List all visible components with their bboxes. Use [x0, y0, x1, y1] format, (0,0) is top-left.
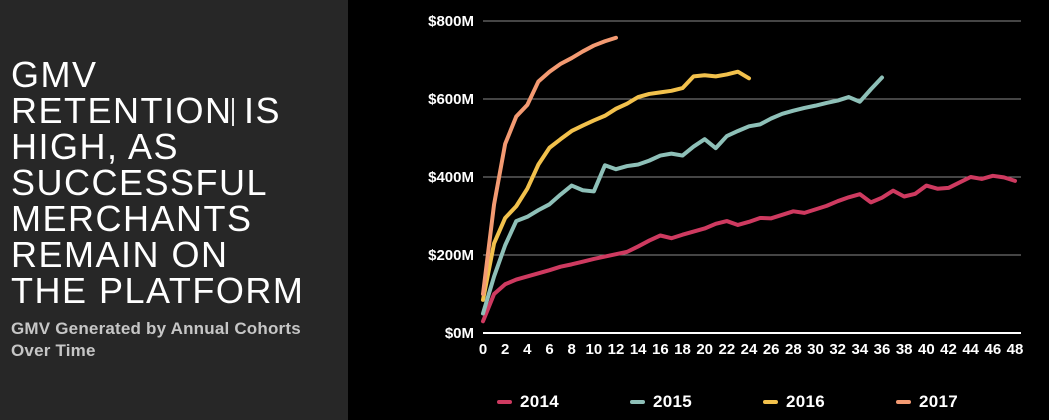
x-tick-label: 30: [807, 341, 824, 358]
legend-label: 2016: [786, 392, 826, 411]
y-tick-label: $800M: [428, 13, 474, 30]
x-tick-label: 6: [545, 341, 553, 358]
legend-item-2014: 2014: [497, 392, 630, 412]
series-line-2014: [481, 173, 1017, 324]
x-tick-label: 36: [874, 341, 891, 358]
x-tick-label: 20: [696, 341, 713, 358]
x-tick-label: 46: [984, 341, 1001, 358]
x-tick-label: 12: [608, 341, 625, 358]
x-tick-label: 4: [523, 341, 532, 358]
chart-panel: $0M $200M $400M $600M $800M 0 2 4 6 8 10 12 14 16 18 20…: [348, 0, 1049, 420]
x-tick-label: 0: [479, 341, 487, 358]
x-tick-label: 18: [674, 341, 691, 358]
series-line-2015: [481, 75, 884, 316]
legend-swatch-icon: [896, 400, 911, 404]
chart-legend: 2014 2015 2016 2017: [497, 392, 1029, 412]
x-tick-label: 14: [630, 341, 647, 358]
x-tick-label: 42: [940, 341, 957, 358]
legend-label: 2014: [520, 392, 560, 411]
x-tick-label: 38: [896, 341, 913, 358]
x-tick-label: 28: [785, 341, 802, 358]
x-tick-label: 26: [763, 341, 780, 358]
x-tick-label: 10: [585, 341, 602, 358]
legend-label: 2017: [919, 392, 959, 411]
legend-swatch-icon: [497, 400, 512, 404]
y-tick-label: $400M: [428, 169, 474, 186]
x-tick-label: 22: [718, 341, 735, 358]
series-line-2016: [481, 69, 751, 302]
y-tick-label: $200M: [428, 247, 474, 264]
x-tick-label: 2: [501, 341, 509, 358]
legend-item-2015: 2015: [630, 392, 763, 412]
x-tick-label: 24: [741, 341, 758, 358]
legend-label: 2015: [653, 392, 693, 411]
y-tick-label: $0M: [445, 325, 474, 342]
x-tick-label: 16: [652, 341, 669, 358]
page-title[interactable]: GMV RETENTION IS HIGH, AS SUCCESSFUL MER…: [11, 54, 305, 311]
series-line-2017: [481, 35, 618, 296]
legend-item-2017: 2017: [896, 392, 1029, 412]
x-tick-label: 32: [829, 341, 846, 358]
legend-item-2016: 2016: [763, 392, 896, 412]
x-tick-label: 40: [918, 341, 935, 358]
legend-swatch-icon: [630, 400, 645, 404]
y-tick-label: $600M: [428, 91, 474, 108]
legend-swatch-icon: [763, 400, 778, 404]
x-tick-label: 48: [1007, 341, 1024, 358]
x-tick-label: 8: [567, 341, 575, 358]
slide-text-panel: GMV RETENTION IS HIGH, AS SUCCESSFUL MER…: [0, 0, 348, 420]
x-tick-label: 44: [962, 341, 979, 358]
page-subtitle: GMV Generated by Annual Cohorts Over Tim…: [11, 319, 301, 360]
text-cursor: [232, 98, 234, 126]
x-tick-label: 34: [851, 341, 868, 358]
